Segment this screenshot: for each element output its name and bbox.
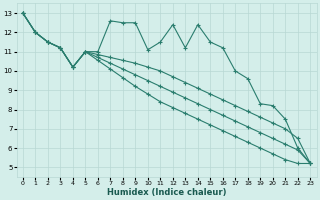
X-axis label: Humidex (Indice chaleur): Humidex (Indice chaleur): [107, 188, 226, 197]
